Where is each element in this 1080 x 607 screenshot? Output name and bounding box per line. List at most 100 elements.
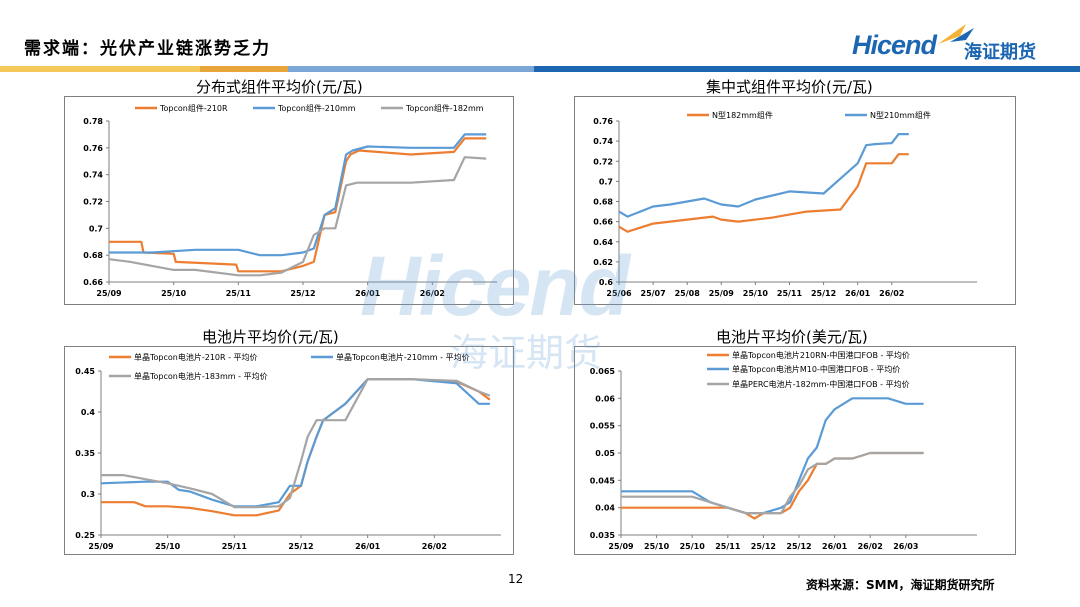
x-tick-label: 26/01 bbox=[355, 289, 381, 298]
y-tick-label: 0.76 bbox=[83, 144, 103, 153]
y-tick-label: 0.66 bbox=[593, 218, 613, 227]
header-stripe-1 bbox=[0, 66, 200, 72]
y-tick-label: 0.72 bbox=[593, 157, 613, 166]
x-tick-label: 25/12 bbox=[786, 542, 811, 551]
y-tick-label: 0.64 bbox=[593, 238, 613, 247]
x-tick-label: 25/07 bbox=[641, 289, 666, 298]
y-tick-label: 0.45 bbox=[75, 367, 95, 376]
logo-text: Hicend bbox=[852, 30, 937, 60]
page-number: 12 bbox=[508, 572, 524, 586]
page-title: 需求端：光伏产业链涨势乏力 bbox=[24, 39, 271, 59]
legend-label: 单晶Topcon电池片-210mm - 平均价 bbox=[336, 352, 470, 362]
y-tick-label: 0.05 bbox=[595, 449, 615, 458]
x-tick-label: 25/09 bbox=[96, 289, 122, 298]
x-tick-label: 25/09 bbox=[608, 542, 634, 551]
x-tick-label: 25/11 bbox=[777, 289, 803, 298]
chart2-svg: 0.6 0.62 0.64 0.66 0.68 0.7 0.72 0.74 0.76 25/06 2… bbox=[593, 110, 977, 298]
y-tick-label: 0.6 bbox=[599, 278, 614, 287]
chart4-title: 电池片平均价(美元/瓦) bbox=[716, 328, 868, 346]
x-tick-label: 26/03 bbox=[893, 542, 918, 551]
y-tick-label: 0.035 bbox=[590, 531, 616, 540]
x-tick-label: 25/12 bbox=[811, 289, 836, 298]
x-tick-label: 25/10 bbox=[680, 542, 706, 551]
y-tick-label: 0.76 bbox=[593, 117, 613, 126]
series-line-1 bbox=[109, 137, 487, 273]
header-stripe-4 bbox=[534, 66, 1080, 72]
y-tick-label: 0.74 bbox=[593, 137, 613, 146]
y-tick-label: 0.66 bbox=[83, 278, 103, 287]
x-tick-label: 25/12 bbox=[288, 542, 313, 551]
series-line-2 bbox=[100, 378, 490, 508]
series-line-3 bbox=[108, 156, 487, 277]
x-tick-label: 26/02 bbox=[879, 289, 904, 298]
series-line-2 bbox=[618, 132, 909, 218]
chart3-title: 电池片平均价(元/瓦) bbox=[202, 328, 339, 346]
x-tick-label: 25/09 bbox=[709, 289, 735, 298]
series-line-1 bbox=[101, 378, 491, 517]
x-tick-label: 25/08 bbox=[675, 289, 701, 298]
x-tick-label: 25/06 bbox=[606, 289, 632, 298]
x-tick-label: 25/10 bbox=[644, 542, 670, 551]
chart2-box: 0.6 0.62 0.64 0.66 0.68 0.7 0.72 0.74 0.76 25/06 2… bbox=[574, 96, 1016, 305]
y-tick-label: 0.25 bbox=[75, 531, 95, 540]
chart2-title: 集中式组件平均价(元/瓦) bbox=[706, 78, 873, 96]
x-tick-label: 25/11 bbox=[715, 542, 741, 551]
legend-label: 单晶Topcon电池片M10-中国港口FOB - 平均价 bbox=[732, 364, 900, 374]
header-stripe-2 bbox=[200, 66, 288, 72]
x-tick-label: 25/12 bbox=[751, 542, 776, 551]
chart4-svg: 0.035 0.04 0.045 0.05 0.055 0.06 0.065 25/09 25/… bbox=[590, 350, 977, 551]
x-tick-label: 26/01 bbox=[845, 289, 871, 298]
x-tick-label: 26/01 bbox=[355, 542, 381, 551]
chart1-svg: 0.66 0.68 0.7 0.72 0.74 0.76 0.78 25/09 25/10 25/… bbox=[83, 103, 497, 298]
series-line-1 bbox=[621, 451, 924, 520]
x-tick-label: 25/12 bbox=[290, 289, 315, 298]
x-tick-label: 25/10 bbox=[155, 542, 181, 551]
legend-label: 单晶Topcon电池片-210R - 平均价 bbox=[134, 352, 258, 362]
x-tick-label: 26/01 bbox=[822, 542, 848, 551]
y-tick-label: 0.06 bbox=[595, 394, 615, 403]
chart4-box: 0.035 0.04 0.045 0.05 0.055 0.06 0.065 25/09 25/… bbox=[574, 346, 1016, 555]
x-tick-label: 25/09 bbox=[88, 542, 114, 551]
y-tick-label: 0.04 bbox=[595, 504, 615, 513]
x-tick-label: 25/10 bbox=[161, 289, 187, 298]
legend-label: 单晶Topcon电池片210RN-中国港口FOB - 平均价 bbox=[732, 350, 910, 360]
y-tick-label: 0.7 bbox=[599, 177, 613, 186]
series-line-3 bbox=[101, 378, 491, 509]
legend-label: N型210mm组件 bbox=[870, 110, 931, 120]
legend-label: 单晶PERC电池片-182mm-中国港口FOB - 平均价 bbox=[732, 379, 910, 389]
header-stripe-3 bbox=[288, 66, 534, 72]
logo-swoosh-icon bbox=[938, 24, 974, 44]
y-tick-label: 0.055 bbox=[590, 422, 616, 431]
legend-label: Topcon组件-182mm bbox=[405, 103, 484, 113]
x-tick-label: 26/02 bbox=[422, 542, 447, 551]
logo-cn: 海证期货 bbox=[964, 42, 1036, 63]
source-note: 资料来源：SMM，海证期货研究所 bbox=[806, 578, 995, 592]
chart1-title: 分布式组件平均价(元/瓦) bbox=[196, 78, 363, 96]
x-tick-label: 25/11 bbox=[222, 542, 248, 551]
legend-label: Topcon组件-210R bbox=[159, 103, 228, 113]
series-line-3 bbox=[621, 451, 924, 515]
legend-label: N型182mm组件 bbox=[712, 110, 773, 120]
y-tick-label: 0.7 bbox=[89, 224, 103, 233]
y-tick-label: 0.72 bbox=[83, 198, 103, 207]
chart3-svg: 0.25 0.3 0.35 0.4 0.45 25/09 25/10 25/11 25/12 26… bbox=[75, 352, 501, 551]
y-tick-label: 0.35 bbox=[75, 449, 95, 458]
x-tick-label: 25/10 bbox=[743, 289, 769, 298]
y-tick-label: 0.3 bbox=[81, 490, 95, 499]
y-tick-label: 0.045 bbox=[590, 476, 616, 485]
y-tick-label: 0.4 bbox=[81, 408, 96, 417]
y-tick-label: 0.68 bbox=[593, 198, 613, 207]
series-line-1 bbox=[618, 153, 909, 233]
chart1-box: 0.66 0.68 0.7 0.72 0.74 0.76 0.78 25/09 25/10 25/… bbox=[64, 96, 514, 305]
y-tick-label: 0.68 bbox=[83, 251, 103, 260]
y-tick-label: 0.065 bbox=[590, 367, 616, 376]
x-tick-label: 26/02 bbox=[420, 289, 445, 298]
series-line-2 bbox=[109, 133, 487, 257]
y-tick-label: 0.78 bbox=[83, 117, 103, 126]
y-tick-label: 0.74 bbox=[83, 171, 103, 180]
x-tick-label: 25/11 bbox=[226, 289, 252, 298]
legend-label: Topcon组件-210mm bbox=[277, 103, 356, 113]
legend-label: 单晶Topcon电池片-183mm - 平均价 bbox=[134, 371, 268, 381]
x-tick-label: 26/02 bbox=[858, 542, 883, 551]
chart3-box: 0.25 0.3 0.35 0.4 0.45 25/09 25/10 25/11 25/12 26… bbox=[64, 346, 514, 555]
